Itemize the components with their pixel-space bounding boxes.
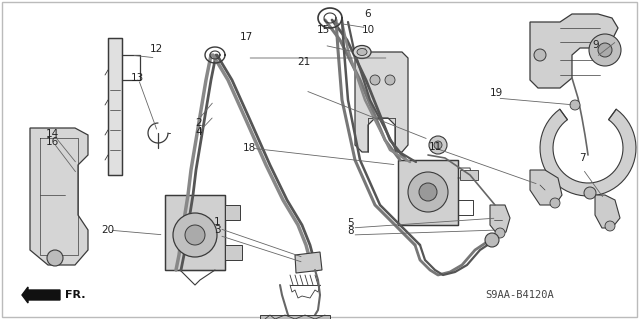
Circle shape [370, 75, 380, 85]
Text: 21: 21 [298, 57, 310, 67]
Circle shape [429, 136, 447, 154]
Text: 3: 3 [214, 225, 221, 235]
Text: 4: 4 [195, 127, 202, 137]
Text: 8: 8 [348, 226, 354, 236]
Circle shape [408, 172, 448, 212]
Text: 20: 20 [101, 225, 114, 235]
Circle shape [185, 225, 205, 245]
Polygon shape [30, 128, 88, 265]
Polygon shape [225, 205, 240, 220]
Text: 14: 14 [46, 129, 59, 139]
Text: 13: 13 [131, 73, 144, 83]
Text: 17: 17 [240, 32, 253, 42]
Polygon shape [165, 195, 225, 270]
Circle shape [434, 141, 442, 149]
Polygon shape [295, 252, 322, 273]
Circle shape [589, 34, 621, 66]
Circle shape [385, 75, 395, 85]
Polygon shape [490, 205, 510, 235]
Polygon shape [108, 38, 122, 175]
Circle shape [173, 213, 217, 257]
Polygon shape [460, 170, 478, 180]
Text: 11: 11 [429, 142, 442, 152]
Text: 9: 9 [592, 40, 598, 50]
Ellipse shape [353, 46, 371, 58]
Circle shape [47, 250, 63, 266]
Text: FR.: FR. [65, 290, 86, 300]
Polygon shape [398, 160, 458, 225]
Text: 1: 1 [214, 217, 221, 227]
Circle shape [550, 198, 560, 208]
Polygon shape [595, 195, 620, 228]
Polygon shape [225, 245, 242, 260]
Text: S9AA-B4120A: S9AA-B4120A [486, 290, 554, 300]
Circle shape [485, 233, 499, 247]
Polygon shape [530, 170, 562, 205]
Circle shape [598, 43, 612, 57]
Text: 19: 19 [490, 87, 502, 98]
Circle shape [534, 49, 546, 61]
Text: 2: 2 [195, 118, 202, 128]
Text: 7: 7 [579, 153, 586, 163]
Circle shape [495, 228, 505, 238]
Text: 10: 10 [362, 25, 374, 35]
Text: 12: 12 [150, 44, 163, 55]
Polygon shape [260, 315, 330, 319]
Ellipse shape [357, 48, 367, 56]
Polygon shape [355, 52, 408, 152]
Text: 5: 5 [348, 218, 354, 228]
Circle shape [419, 183, 437, 201]
Text: 18: 18 [243, 143, 256, 153]
Text: 16: 16 [46, 137, 59, 147]
Circle shape [584, 187, 596, 199]
Polygon shape [530, 14, 618, 88]
Polygon shape [22, 287, 60, 303]
Text: 6: 6 [365, 9, 371, 19]
Text: 15: 15 [317, 25, 330, 35]
Polygon shape [540, 109, 636, 196]
Circle shape [605, 221, 615, 231]
Circle shape [570, 100, 580, 110]
